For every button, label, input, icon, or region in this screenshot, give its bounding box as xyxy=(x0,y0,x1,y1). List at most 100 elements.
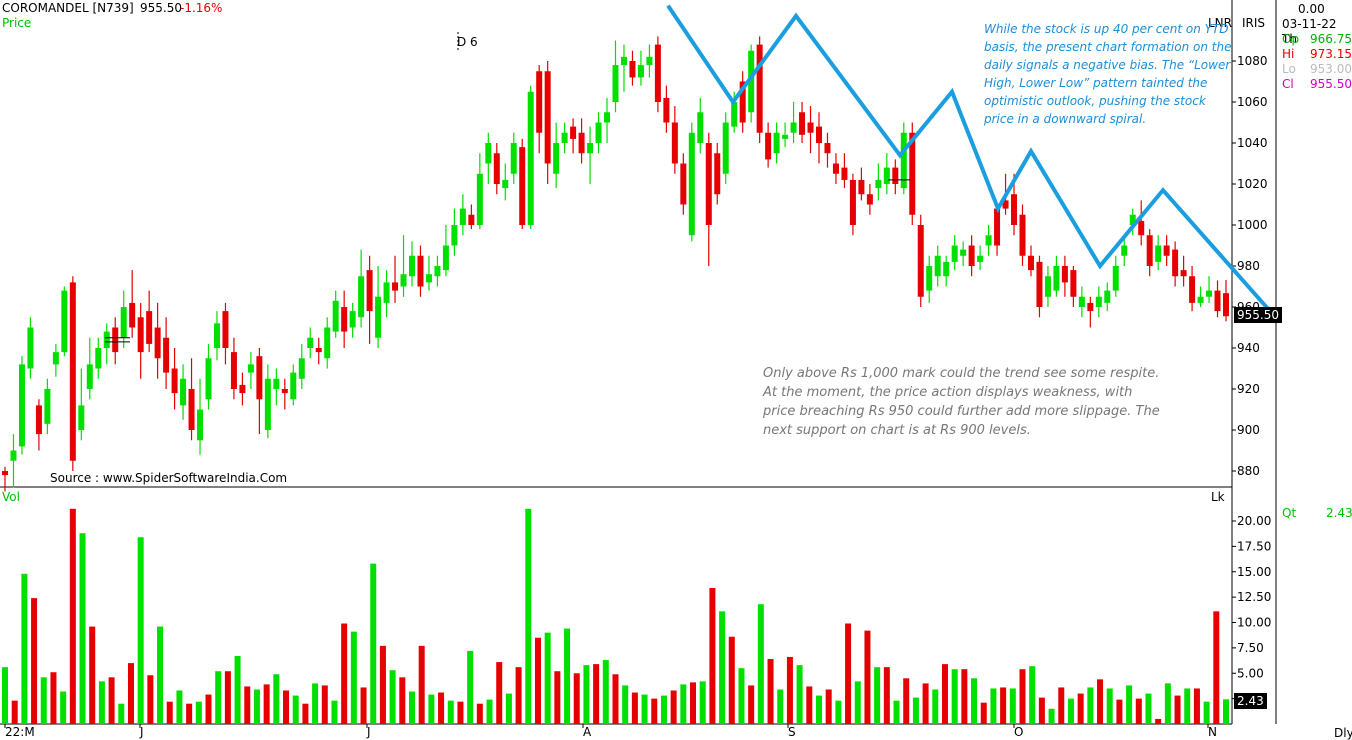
volume-bar xyxy=(60,691,67,724)
candle-body xyxy=(61,290,68,353)
volume-bar xyxy=(370,563,377,724)
candle-body xyxy=(451,225,458,246)
last-price-badge: 955.50 xyxy=(1234,307,1282,323)
volume-bar xyxy=(971,678,978,724)
volume-bar xyxy=(399,677,406,724)
candle-body xyxy=(960,249,967,256)
volume-bar xyxy=(40,677,47,724)
price-tick-label: 1060 xyxy=(1237,95,1268,109)
candle-body xyxy=(205,358,212,400)
volume-bar xyxy=(176,690,183,724)
candle-body xyxy=(273,378,280,389)
candle-body xyxy=(926,266,933,291)
volume-bar xyxy=(874,667,881,724)
candle-body xyxy=(476,173,483,225)
candle-body xyxy=(620,56,627,66)
volume-bar xyxy=(912,697,919,724)
drawing-label: D 6 xyxy=(457,35,478,49)
price-tick-label: 1020 xyxy=(1237,177,1268,191)
candle-body xyxy=(434,266,441,277)
candle-body xyxy=(1163,245,1170,256)
annotation-trend-note: While the stock is up 40 per cent on YTD… xyxy=(984,22,1232,126)
candle-body xyxy=(985,235,992,246)
volume-bar xyxy=(990,688,997,724)
time-tick-label: N xyxy=(1208,725,1217,739)
volume-bar xyxy=(467,650,474,724)
candle-body xyxy=(44,389,51,424)
volume-bar xyxy=(312,683,319,724)
candle-body xyxy=(392,282,399,291)
candle-body xyxy=(154,327,161,359)
candle-body xyxy=(1044,276,1051,297)
candle-body xyxy=(502,179,509,189)
symbol-title: COROMANDEL [N739] xyxy=(2,1,134,15)
candle-body xyxy=(705,143,712,225)
candle-body xyxy=(95,348,102,369)
volume-bar xyxy=(1184,688,1191,724)
candle-body xyxy=(137,317,144,353)
candle-body xyxy=(78,405,85,430)
volume-bar xyxy=(660,695,667,724)
candle-body xyxy=(324,327,331,359)
volume-bar xyxy=(302,703,309,724)
candle-body xyxy=(290,372,297,400)
volume-bar xyxy=(292,695,299,724)
candle-body xyxy=(570,126,577,139)
time-tick-label: 22:M xyxy=(5,725,35,739)
volume-bar xyxy=(1155,718,1162,724)
candle-body xyxy=(824,143,831,154)
volume-bar xyxy=(825,689,832,724)
volume-bar xyxy=(205,694,212,724)
volume-bar xyxy=(409,691,415,724)
candle-body xyxy=(27,327,34,369)
volume-bar xyxy=(1193,688,1200,724)
volume-bar xyxy=(2,667,8,724)
candle-body xyxy=(349,311,356,328)
candle-body xyxy=(510,143,517,174)
candle-body xyxy=(756,44,763,133)
candle-body xyxy=(519,147,526,225)
volume-bar xyxy=(786,657,793,724)
candle-body xyxy=(612,65,619,102)
volume-bar xyxy=(69,508,76,724)
volume-bar xyxy=(389,670,396,724)
candle-body xyxy=(536,71,543,133)
volume-tick-label: 12.50 xyxy=(1237,590,1271,604)
candle-body xyxy=(1180,270,1187,277)
volume-bar xyxy=(622,685,629,724)
volume-bar xyxy=(534,637,541,724)
volume-bar xyxy=(438,692,445,724)
trend-zigzag-line xyxy=(105,4,1272,343)
candle-body xyxy=(180,378,187,406)
volume-bar xyxy=(709,587,716,724)
candle-body xyxy=(714,153,721,195)
candle-body xyxy=(341,307,348,332)
volume-bar xyxy=(244,686,251,724)
volume-bar xyxy=(738,668,745,724)
candle-body xyxy=(493,153,500,184)
volume-bar xyxy=(89,626,96,724)
volume-bar xyxy=(224,671,231,724)
volume-bar xyxy=(263,684,270,724)
candle-body xyxy=(188,389,195,430)
time-tick-label: S xyxy=(788,725,796,739)
candle-body xyxy=(782,134,789,139)
candle-body xyxy=(544,71,551,164)
volume-bar xyxy=(1000,687,1007,724)
volume-bar xyxy=(748,685,755,724)
candle-body xyxy=(637,65,644,78)
price-tick-label: 1000 xyxy=(1237,218,1268,232)
candle-body xyxy=(213,323,220,348)
time-tick-label: J xyxy=(139,725,144,739)
volume-bar xyxy=(699,681,706,724)
candle-body xyxy=(332,300,339,332)
info-value-top: 0.00 xyxy=(1298,2,1325,16)
volume-bar xyxy=(903,678,910,724)
candle-body xyxy=(425,274,432,283)
volume-tick-label: 7.50 xyxy=(1237,641,1264,655)
iris-label: IRIS xyxy=(1242,16,1266,30)
candle-body xyxy=(561,132,568,143)
candle-body xyxy=(230,352,237,389)
volume-bar xyxy=(583,665,590,724)
